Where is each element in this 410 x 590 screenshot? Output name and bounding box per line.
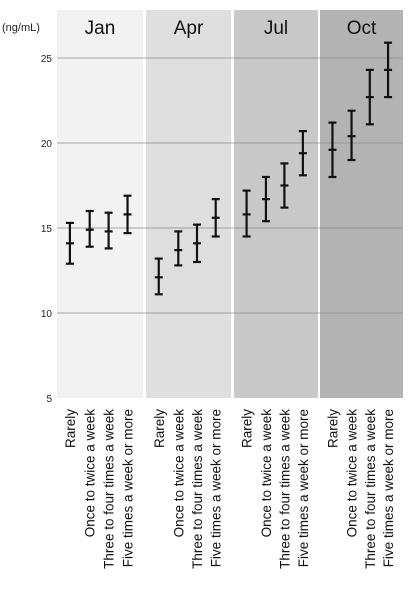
panel-title: Apr [174, 18, 204, 39]
panel-background-jan [57, 10, 143, 398]
y-tick-label: 15 [41, 224, 53, 235]
panel-background-oct [320, 10, 403, 398]
y-tick-label: 25 [41, 54, 53, 65]
panel-title: Oct [347, 18, 377, 39]
x-category-label: Five times a week or more [296, 409, 311, 567]
x-category-label: Five times a week or more [121, 409, 136, 567]
y-tick-label: 20 [41, 139, 53, 150]
x-category-label: Once to twice a week [259, 409, 274, 538]
x-category-label: Rarely [63, 409, 78, 448]
panel-title: Jul [264, 18, 288, 39]
x-category-label: Three to four times a week [277, 409, 292, 569]
x-category-label: Three to four times a week [363, 409, 378, 569]
x-category-label: Once to twice a week [345, 409, 360, 538]
x-category-label: Rarely [325, 409, 340, 448]
y-tick-label: 5 [46, 394, 52, 405]
y-axis-label: (ng/mL) [2, 22, 40, 34]
panel-background-jul [234, 10, 318, 398]
x-category-label: Rarely [152, 409, 167, 448]
panel-background-apr [146, 10, 231, 398]
y-tick-label: 10 [41, 309, 53, 320]
x-category-label: Once to twice a week [171, 409, 186, 538]
x-category-label: Five times a week or more [381, 409, 396, 567]
x-category-label: Three to four times a week [190, 409, 205, 569]
x-category-label: Three to four times a week [102, 409, 117, 569]
x-category-label: Five times a week or more [209, 409, 224, 567]
x-category-label: Once to twice a week [83, 409, 98, 538]
x-category-label: Rarely [240, 409, 255, 448]
panel-title: Jan [85, 18, 116, 39]
